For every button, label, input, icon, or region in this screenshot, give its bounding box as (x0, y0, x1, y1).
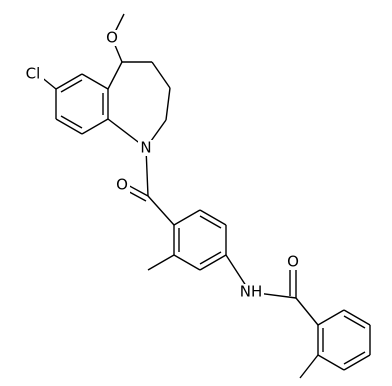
bond (199, 254, 227, 271)
bond (317, 309, 345, 326)
bonds (39, 13, 371, 379)
atom-label: Cl (26, 65, 41, 83)
bond (55, 73, 83, 90)
bond (199, 209, 227, 226)
bond (81, 73, 109, 90)
bond (343, 315, 366, 329)
bond (299, 354, 319, 379)
bond (343, 309, 371, 326)
atom-label: O (106, 29, 118, 47)
bond (343, 354, 371, 371)
bond (60, 115, 83, 129)
atom-label: O (116, 176, 128, 194)
bond (107, 61, 123, 90)
bond (151, 61, 171, 89)
bond (55, 118, 83, 135)
bond (317, 354, 345, 371)
bond (81, 118, 109, 135)
atom-label: NH (240, 283, 263, 301)
bond (295, 297, 319, 326)
atom-label: O (287, 253, 299, 271)
bond (60, 79, 83, 93)
bond (147, 195, 175, 226)
bond (165, 87, 171, 121)
bond (343, 351, 366, 365)
bond (199, 215, 222, 229)
bond (173, 254, 201, 271)
atom-label: N (140, 139, 151, 157)
bond (173, 209, 201, 226)
atom-labels: O Cl N O NH O (22, 29, 301, 301)
bond (199, 251, 222, 265)
bond (147, 254, 175, 271)
